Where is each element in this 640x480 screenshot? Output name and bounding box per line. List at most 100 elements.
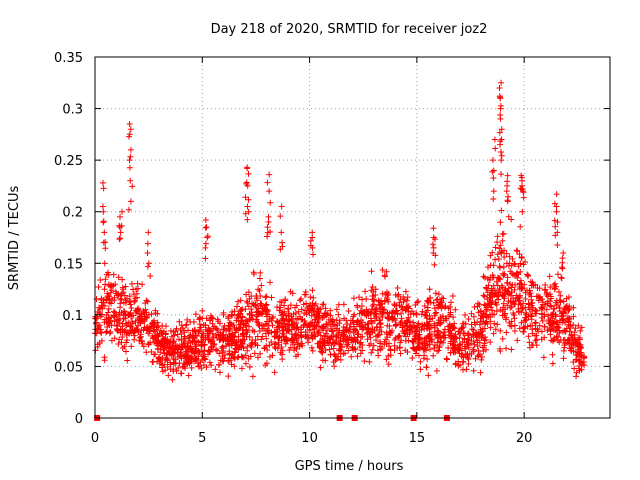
data-point <box>244 343 251 350</box>
data-point <box>118 296 125 303</box>
data-point <box>274 304 281 311</box>
data-point <box>289 290 296 297</box>
data-point <box>535 297 542 304</box>
data-point <box>198 343 205 350</box>
data-point <box>419 341 426 348</box>
data-point <box>405 305 412 312</box>
data-point <box>424 304 431 311</box>
data-point <box>151 320 158 327</box>
data-point <box>128 323 135 330</box>
data-point <box>298 316 305 323</box>
data-point <box>426 346 433 353</box>
data-point <box>212 366 219 373</box>
data-point <box>145 260 152 267</box>
data-point <box>460 320 467 327</box>
data-point <box>291 347 298 354</box>
data-point <box>245 355 252 362</box>
data-point <box>540 354 547 361</box>
data-point <box>215 318 222 325</box>
data-point <box>576 350 583 357</box>
data-point <box>369 284 376 291</box>
data-point <box>246 333 253 340</box>
data-point <box>209 320 216 327</box>
data-point <box>150 334 157 341</box>
data-point <box>121 292 128 299</box>
data-point <box>477 315 484 322</box>
data-point <box>368 306 375 313</box>
data-point <box>301 291 308 298</box>
data-point <box>235 318 242 325</box>
data-point <box>149 321 156 328</box>
data-point <box>413 299 420 306</box>
data-point <box>295 326 302 333</box>
data-point <box>575 322 582 329</box>
data-point <box>484 289 491 296</box>
data-point <box>372 333 379 340</box>
data-point <box>350 337 357 344</box>
data-point <box>570 304 577 311</box>
data-point <box>409 344 416 351</box>
data-point <box>186 332 193 339</box>
data-point <box>536 285 543 292</box>
data-point <box>123 348 130 355</box>
data-point <box>482 334 489 341</box>
data-point <box>127 301 134 308</box>
data-point <box>511 260 518 267</box>
data-point <box>350 295 357 302</box>
data-point <box>216 369 223 376</box>
data-point <box>476 339 483 346</box>
data-point <box>319 327 326 334</box>
data-point <box>288 318 295 325</box>
data-point <box>496 263 503 270</box>
data-point <box>501 247 508 254</box>
data-point <box>392 322 399 329</box>
data-point <box>430 249 437 256</box>
data-point <box>379 266 386 273</box>
data-point <box>501 254 508 261</box>
data-point <box>346 324 353 331</box>
data-point <box>522 289 529 296</box>
data-point <box>165 349 172 356</box>
data-point <box>266 342 273 349</box>
data-point <box>219 353 226 360</box>
data-point <box>554 337 561 344</box>
x-tick-label: 0 <box>91 431 99 446</box>
data-point <box>429 241 436 248</box>
data-point <box>487 291 494 298</box>
data-point <box>478 356 485 363</box>
data-point <box>497 141 504 148</box>
data-point <box>269 322 276 329</box>
data-point <box>555 324 562 331</box>
data-point <box>265 219 272 226</box>
data-point <box>134 280 141 287</box>
data-point <box>571 365 578 372</box>
data-point <box>505 291 512 298</box>
data-point <box>270 313 277 320</box>
data-point <box>287 302 294 309</box>
data-point <box>335 329 342 336</box>
data-point <box>167 361 174 368</box>
data-point <box>244 165 251 172</box>
data-point <box>161 361 168 368</box>
data-point <box>573 373 580 380</box>
data-point <box>551 217 558 224</box>
data-point <box>310 294 317 301</box>
data-point <box>146 328 153 335</box>
data-point <box>257 350 264 357</box>
data-point <box>119 326 126 333</box>
data-point <box>312 301 319 308</box>
data-point <box>441 329 448 336</box>
data-point <box>481 320 488 327</box>
data-point <box>178 355 185 362</box>
data-point <box>160 343 167 350</box>
data-point <box>398 315 405 322</box>
data-point <box>317 332 324 339</box>
data-point <box>383 356 390 363</box>
data-point <box>490 330 497 337</box>
data-point <box>335 301 342 308</box>
data-point <box>438 298 445 305</box>
data-point <box>359 296 366 303</box>
data-point <box>494 251 501 258</box>
data-point <box>202 224 209 231</box>
data-point <box>282 296 289 303</box>
